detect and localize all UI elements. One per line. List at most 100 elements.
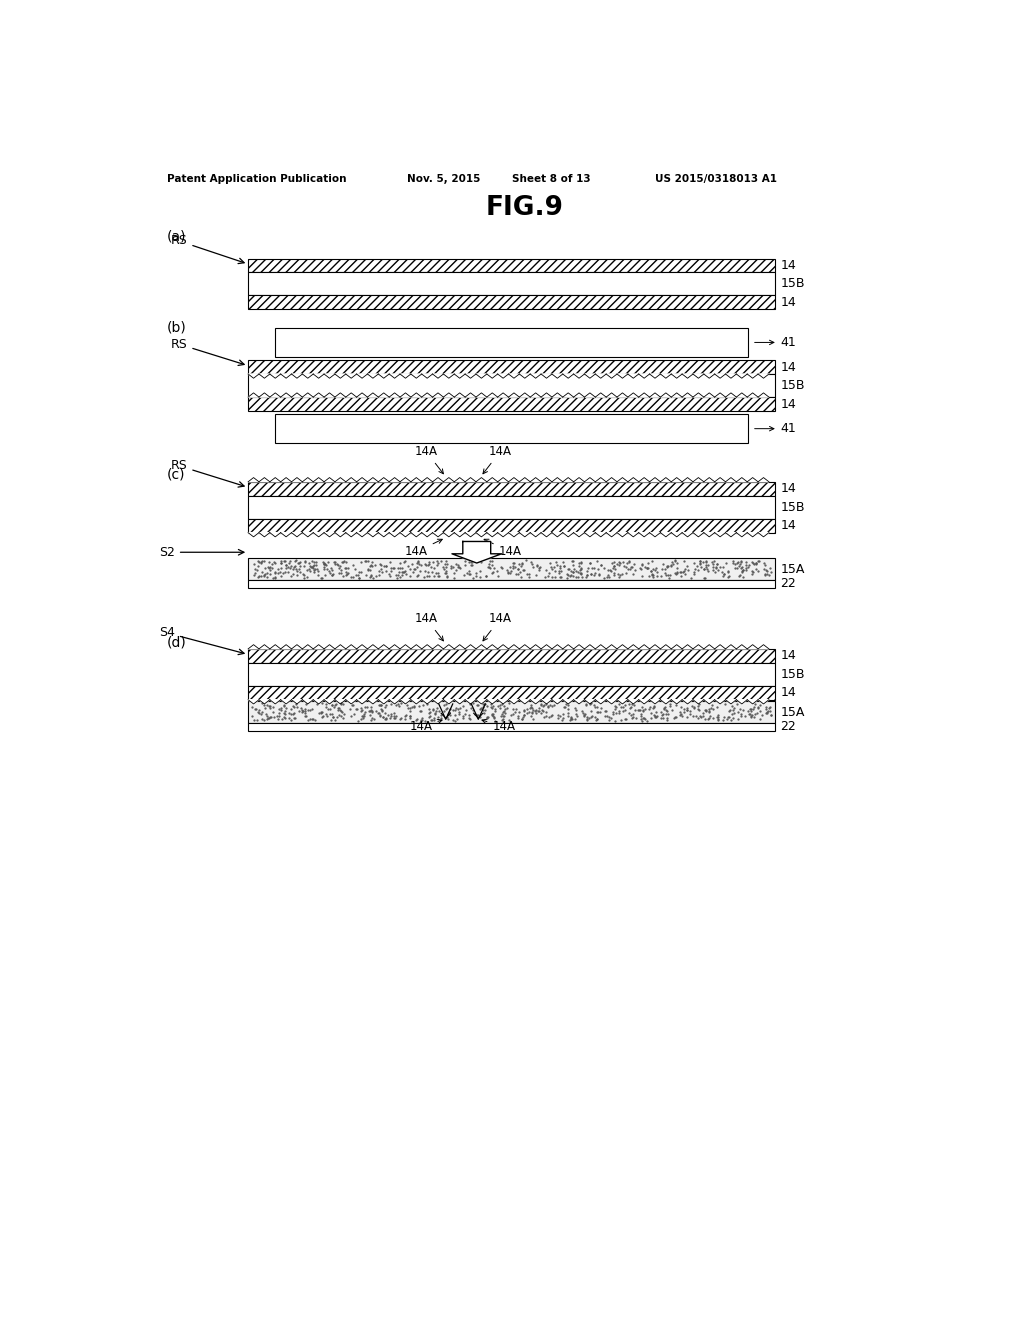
Text: 14A: 14A [483, 445, 512, 474]
Polygon shape [541, 393, 552, 397]
Polygon shape [649, 478, 660, 482]
Polygon shape [563, 374, 573, 379]
Polygon shape [368, 374, 378, 379]
Polygon shape [452, 541, 502, 564]
Polygon shape [509, 644, 519, 649]
Polygon shape [335, 644, 346, 649]
Polygon shape [703, 374, 715, 379]
Text: S2: S2 [159, 545, 244, 558]
Polygon shape [573, 700, 585, 704]
Polygon shape [541, 533, 552, 537]
Polygon shape [356, 700, 368, 704]
Polygon shape [649, 700, 660, 704]
Polygon shape [422, 644, 432, 649]
Polygon shape [476, 393, 486, 397]
Polygon shape [519, 533, 530, 537]
Polygon shape [432, 533, 443, 537]
Polygon shape [292, 644, 302, 649]
Polygon shape [595, 478, 606, 482]
Polygon shape [270, 700, 281, 704]
Polygon shape [259, 644, 270, 649]
Polygon shape [400, 644, 411, 649]
Text: 14: 14 [780, 259, 797, 272]
Polygon shape [292, 393, 302, 397]
Polygon shape [465, 644, 476, 649]
Polygon shape [476, 478, 486, 482]
Polygon shape [703, 393, 715, 397]
Polygon shape [476, 533, 486, 537]
Polygon shape [302, 533, 313, 537]
Polygon shape [509, 533, 519, 537]
Polygon shape [270, 393, 281, 397]
Polygon shape [400, 393, 411, 397]
Polygon shape [552, 374, 563, 379]
Bar [248, 296, 775, 309]
Polygon shape [649, 644, 660, 649]
Polygon shape [573, 478, 585, 482]
Text: 14A: 14A [415, 445, 443, 474]
Polygon shape [606, 533, 617, 537]
Polygon shape [563, 393, 573, 397]
Polygon shape [573, 533, 585, 537]
Polygon shape [313, 393, 324, 397]
Polygon shape [443, 374, 455, 379]
Polygon shape [726, 700, 736, 704]
Polygon shape [498, 478, 509, 482]
Polygon shape [432, 478, 443, 482]
Polygon shape [368, 478, 378, 482]
Polygon shape [715, 533, 726, 537]
Polygon shape [292, 478, 302, 482]
Polygon shape [248, 700, 259, 704]
Polygon shape [519, 644, 530, 649]
Bar [248, 558, 775, 579]
Polygon shape [715, 374, 726, 379]
Text: 14A: 14A [484, 540, 521, 558]
Polygon shape [585, 533, 595, 537]
Polygon shape [682, 478, 693, 482]
Polygon shape [389, 533, 400, 537]
Polygon shape [465, 374, 476, 379]
Text: Nov. 5, 2015: Nov. 5, 2015 [407, 174, 480, 183]
Text: (c): (c) [167, 469, 185, 482]
Polygon shape [292, 533, 302, 537]
Polygon shape [758, 393, 769, 397]
Polygon shape [693, 374, 703, 379]
Polygon shape [292, 700, 302, 704]
Polygon shape [465, 533, 476, 537]
Polygon shape [563, 700, 573, 704]
Polygon shape [672, 478, 682, 482]
Polygon shape [682, 644, 693, 649]
Polygon shape [530, 478, 541, 482]
Polygon shape [748, 478, 758, 482]
Polygon shape [748, 374, 758, 379]
Polygon shape [660, 533, 672, 537]
Polygon shape [703, 533, 715, 537]
Polygon shape [378, 393, 389, 397]
Polygon shape [389, 393, 400, 397]
Polygon shape [509, 393, 519, 397]
Polygon shape [389, 700, 400, 704]
Polygon shape [455, 393, 465, 397]
Polygon shape [432, 374, 443, 379]
Polygon shape [672, 533, 682, 537]
Polygon shape [748, 700, 758, 704]
Polygon shape [281, 374, 292, 379]
Bar [248, 482, 775, 496]
Polygon shape [443, 478, 455, 482]
Polygon shape [486, 700, 498, 704]
Polygon shape [715, 644, 726, 649]
Polygon shape [400, 533, 411, 537]
Text: 14: 14 [780, 397, 797, 411]
Polygon shape [672, 374, 682, 379]
Polygon shape [639, 393, 649, 397]
Polygon shape [432, 393, 443, 397]
Polygon shape [530, 393, 541, 397]
Polygon shape [552, 533, 563, 537]
Polygon shape [313, 644, 324, 649]
Polygon shape [573, 644, 585, 649]
Polygon shape [606, 393, 617, 397]
Polygon shape [259, 393, 270, 397]
Polygon shape [758, 700, 769, 704]
Text: Sheet 8 of 13: Sheet 8 of 13 [512, 174, 590, 183]
Polygon shape [628, 393, 639, 397]
